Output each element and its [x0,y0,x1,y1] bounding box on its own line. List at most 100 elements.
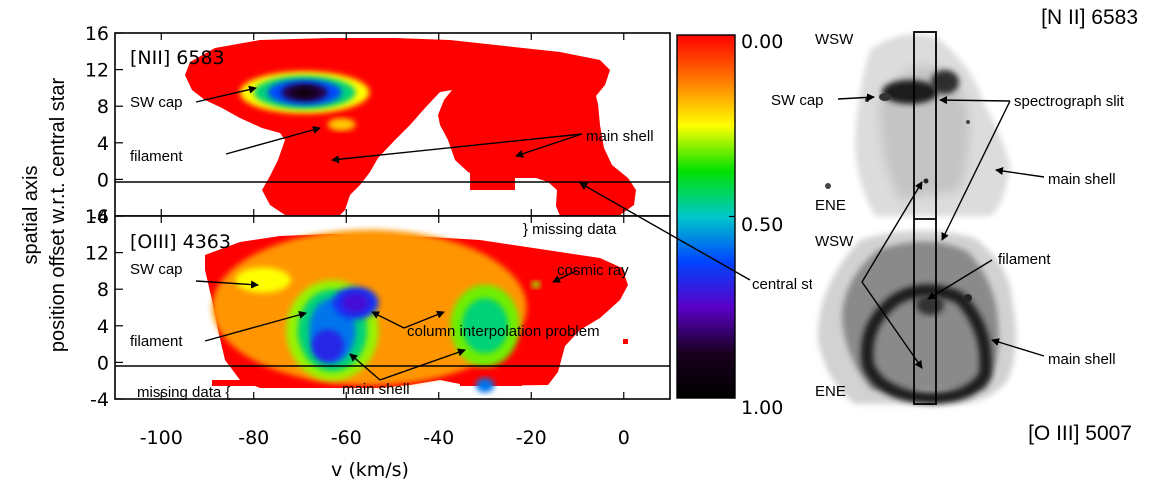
ann-top-main-shell: main shell [586,128,654,145]
y-tick-label: 16 [85,23,109,45]
colorbar-tick-label: 0.00 [741,31,783,53]
ann-bottom-sw-cap: SW cap [130,261,183,278]
top-red-patch [470,150,515,190]
x-tick-label: -40 [423,427,454,449]
x-axis-ticks: -100 -80 -60 -40 -20 0 [140,33,630,449]
y-tick-label: 8 [97,96,109,118]
arrow-img-bottom-main-shell [991,338,1045,357]
image-annotations: WSW ENE SW cap spectrograph slit main sh… [771,31,1125,400]
x-tick-label: -100 [140,427,183,449]
y-tick-label: 12 [85,243,109,265]
ann-column-interp: column interpolation problem [407,323,600,340]
bottom-main-shell-label: main shell [1048,351,1116,368]
image-panels: [N II] 6583 WSW ENE SW cap [771,6,1138,445]
emission-blob [327,118,356,131]
colorbar: 0.00 0.50 1.00 [676,31,783,419]
top-sw-cap-label: SW cap [771,92,824,109]
bottom-filament-label: filament [998,251,1051,268]
y-tick-label: 4 [97,133,109,155]
top-wsw-label: WSW [815,31,854,48]
arrow-top-main-shell-left [331,133,583,164]
top-panel: [NII] 6583 [114,32,671,217]
arrow-img-sw-cap [837,93,875,102]
bottom-ene-label: ENE [815,383,846,400]
x-tick-label: -80 [238,427,269,449]
bottom-panel-title: [OIII] 4363 [130,231,231,253]
top-ene-label: ENE [815,197,846,214]
x-tick-label: 0 [618,427,630,449]
y-tick-label: 0 [97,352,109,374]
top-nebula-cap2 [931,70,959,94]
emission-blob [341,292,370,313]
arrow-bottom-main-shell-left [349,353,381,381]
y-tick-label: -4 [90,389,109,411]
ann-bottom-main-shell: main shell [342,381,410,398]
ann-cosmic-ray: cosmic ray [557,262,629,279]
x-axis-label: v (km/s) [331,459,409,481]
emission-blob [235,267,291,293]
top-blobs [239,71,370,131]
colorbar-tick-label: 1.00 [741,397,783,419]
y-axis-label-line2: position offset w.r.t. central star [47,78,69,353]
emission-blob [311,329,344,363]
top-slit-label: spectrograph slit [1014,93,1125,110]
y-axis-label-line1: spatial axis [20,166,42,265]
y-tick-label: 8 [97,279,109,301]
bottom-panel: [OIII] 4363 [114,215,671,400]
y-tick-label: 0 [97,169,109,191]
colorbar-tick-label: 0.50 [741,214,783,236]
arrow-central-star-top-image [861,181,923,283]
arrow-bottom-sw-cap [195,280,259,289]
arrow-top-main-shell-right [515,133,583,158]
emission-blob [475,377,495,393]
chart-annotations: SW cap filament main shell } missing dat… [130,85,826,401]
emission-blob [461,298,509,354]
ann-bottom-filament: filament [130,333,183,350]
arrow-cosmic-ray [552,270,577,283]
top-main-shell-label: main shell [1048,171,1116,188]
y-tick-label: 4 [97,316,109,338]
y-tick-label: -4 [90,206,109,228]
bottom-nebula-shell [861,284,992,405]
emission-blob [531,280,541,289]
ann-top-sw-cap: SW cap [130,94,183,111]
arrow-column-interp-left [371,311,405,329]
arrow-central-star-chart [579,182,751,281]
arrow-bottom-main-shell-right [379,348,466,381]
top-panel-title: [NII] 6583 [130,47,225,69]
arrow-slit-upper [939,96,1011,105]
colorbar-ticks: 0.00 0.50 1.00 [729,31,783,419]
arrow-central-star-bottom-image [861,281,923,369]
bottom-red-strip-left [212,380,270,386]
top-image-title: [N II] 6583 [1041,6,1138,29]
top-nebula-image [812,30,1044,218]
arrow-img-filament [927,259,993,300]
arrow-bottom-filament [204,311,307,342]
bottom-panel-frame [114,215,671,400]
ann-missing-data-left: missing data { [137,384,230,401]
top-nebula-cap [882,80,938,104]
ann-central-star: central star [752,276,826,293]
x-tick-label: -20 [516,427,547,449]
bottom-image-title: [O III] 5007 [1028,422,1132,445]
bottom-nebula-body [842,241,999,390]
y-tick-label: 12 [85,60,109,82]
colorbar-bar [676,34,736,399]
arrow-top-filament [225,126,321,155]
emission-blob [293,86,317,98]
top-emission-region [185,38,636,216]
arrow-top-sw-cap [195,85,257,103]
arrow-slit-lower [941,100,1011,241]
arrow-column-interp-right [403,310,445,329]
spectrograph-slit [913,31,937,405]
ann-top-filament: filament [130,148,183,165]
top-nebula-knot [879,93,891,101]
bottom-red-dot [623,339,628,344]
ann-missing-data-right: } missing data [523,221,617,238]
arrow-img-top-main-shell [995,167,1045,178]
x-tick-label: -60 [331,427,362,449]
y-tick-label: 16 [85,206,109,228]
bottom-nebula-filament [916,295,944,315]
